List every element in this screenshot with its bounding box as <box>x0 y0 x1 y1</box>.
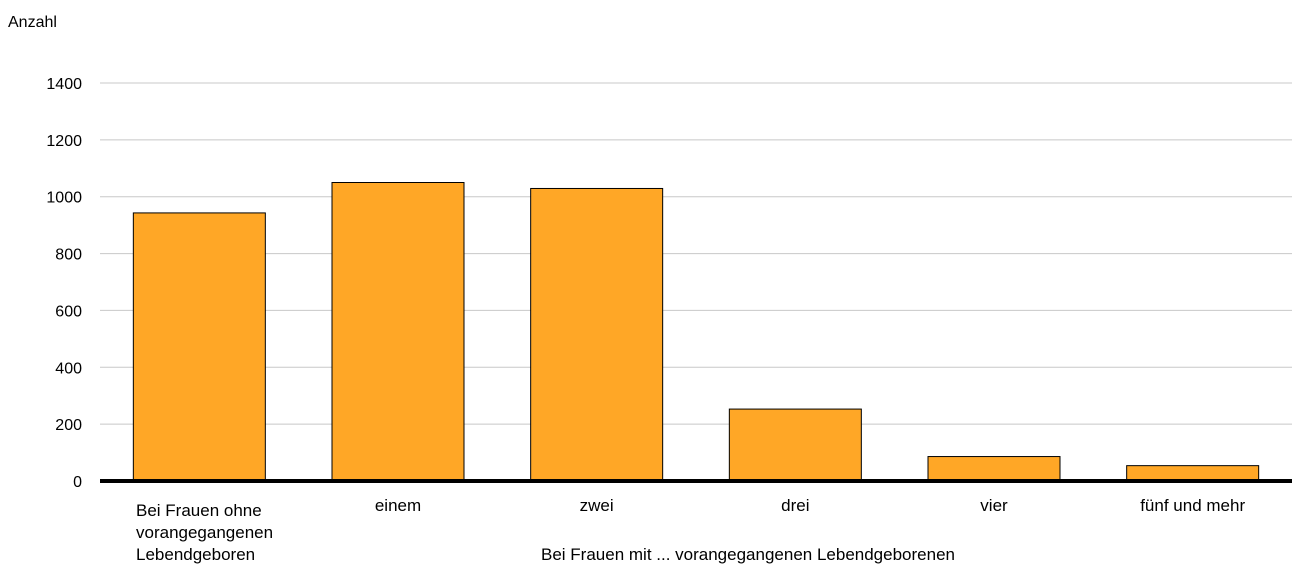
y-tick-label: 200 <box>55 417 82 434</box>
x-tick-label: zwei <box>580 496 614 515</box>
bars <box>132 182 1260 482</box>
x-tick-label: vier <box>980 496 1008 515</box>
x-axis-categories: Bei Frauen ohne vorangegangenen Lebendgebo… <box>136 496 1245 564</box>
y-tick-label: 800 <box>55 247 82 264</box>
x-tick-label-line: Bei Frauen ohne <box>136 501 262 520</box>
bar <box>331 182 465 482</box>
gridlines <box>100 82 1292 425</box>
x-tick-label: drei <box>781 496 809 515</box>
bar <box>728 408 862 482</box>
y-tick-label: 400 <box>55 360 82 377</box>
y-tick-label: 0 <box>73 474 82 491</box>
x-tick-label: einem <box>375 496 421 515</box>
x-tick-label-line: Lebendgeboren <box>136 545 255 564</box>
bar <box>1126 465 1260 482</box>
bar <box>132 212 266 482</box>
x-tick-label: fünf und mehr <box>1140 496 1245 515</box>
y-tick-label: 1200 <box>46 133 82 150</box>
bar <box>530 187 664 482</box>
bar <box>927 456 1061 482</box>
x-axis-label: Bei Frauen mit ... vorangegangenen Leben… <box>541 545 955 564</box>
y-axis-label: Anzahl <box>8 14 57 31</box>
y-tick-label: 1400 <box>46 76 82 93</box>
y-tick-label: 1000 <box>46 190 82 207</box>
y-axis-ticks: 0 200 400 600 800 1000 1200 1400 <box>46 76 82 491</box>
x-tick-label-line: vorangegangenen <box>136 523 273 542</box>
y-tick-label: 600 <box>55 303 82 320</box>
